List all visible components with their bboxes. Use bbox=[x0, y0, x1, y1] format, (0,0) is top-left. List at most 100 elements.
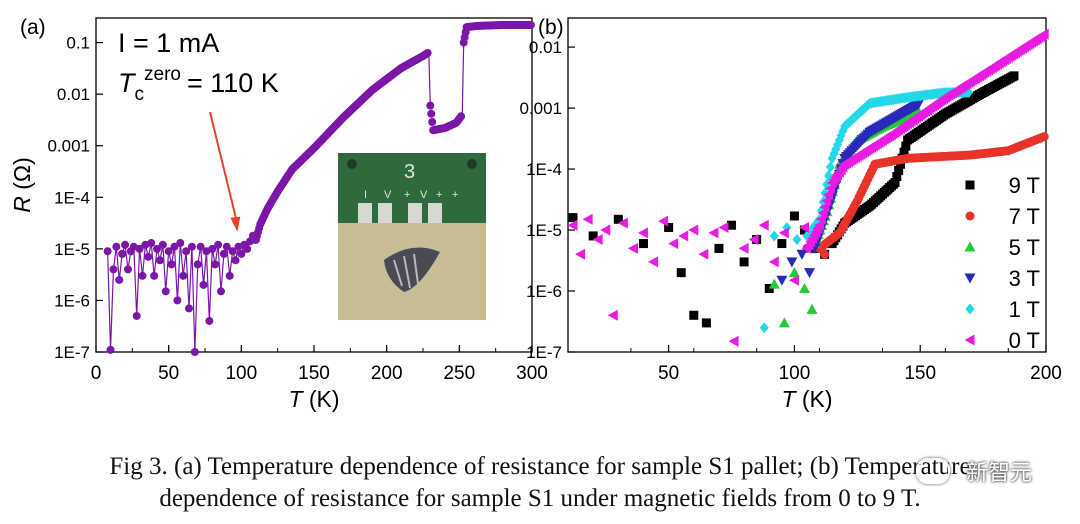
series-b-point bbox=[912, 99, 924, 110]
legend-label-1: 7 T bbox=[1009, 204, 1040, 229]
series-a-point bbox=[225, 271, 234, 280]
series-a-point bbox=[112, 242, 121, 251]
plot-frame-1 bbox=[567, 17, 1047, 353]
x-axis-label-0: T (K) bbox=[288, 386, 339, 412]
series-b-point bbox=[1039, 132, 1049, 142]
series-b-point bbox=[648, 256, 659, 268]
y-tick-label-0-6: 1E-7 bbox=[54, 343, 90, 362]
arrow-line bbox=[209, 111, 239, 225]
inset-board-label: V bbox=[384, 189, 392, 201]
arrow-head bbox=[230, 216, 241, 232]
x-tick-label-1-50: 50 bbox=[658, 363, 679, 384]
legend-label-2: 5 T bbox=[1009, 235, 1040, 260]
series-a-point bbox=[144, 252, 153, 261]
series-b-point bbox=[1038, 28, 1049, 40]
series-b-point bbox=[718, 222, 729, 234]
caption-line-2: dependence of resistance for sample S1 u… bbox=[159, 485, 921, 512]
series-b-point bbox=[698, 248, 709, 260]
series-b-point bbox=[798, 282, 810, 293]
series-b-point bbox=[890, 178, 900, 188]
legend-label-5: 0 T bbox=[1009, 328, 1040, 353]
series-b-point bbox=[617, 217, 628, 229]
y-tick-label-0-3: 1E-4 bbox=[54, 188, 90, 207]
series-b-point bbox=[788, 267, 800, 278]
series-a-point bbox=[205, 316, 214, 325]
series-b-point bbox=[823, 189, 834, 201]
y-tick-label-1-1: 0.001 bbox=[519, 99, 562, 118]
series-a-point bbox=[164, 247, 173, 256]
series-b-point bbox=[776, 275, 788, 286]
series-a-jump bbox=[461, 42, 465, 115]
y-tick-label-1-3: 1E-5 bbox=[526, 221, 562, 240]
series-a-point bbox=[182, 247, 191, 256]
x-tick-label-1-200: 200 bbox=[1030, 363, 1062, 384]
series-b-point bbox=[714, 243, 724, 253]
series-a-point bbox=[173, 296, 182, 305]
inset-pad-2 bbox=[378, 203, 392, 223]
panel-label-0: (a) bbox=[20, 16, 46, 39]
series-b-point bbox=[789, 211, 799, 221]
x-tick-label-0-150: 150 bbox=[298, 363, 330, 384]
series-b-point bbox=[1009, 71, 1019, 81]
series-a-point bbox=[153, 244, 162, 253]
series-b-point bbox=[627, 242, 638, 254]
series-a-point bbox=[222, 242, 231, 251]
series-b-point bbox=[778, 227, 789, 239]
y-tick-label-1-5: 1E-7 bbox=[526, 343, 562, 362]
series-b-point bbox=[688, 224, 699, 236]
series-a-point bbox=[170, 242, 179, 251]
series-b-point bbox=[759, 322, 769, 334]
series-a-point bbox=[132, 311, 141, 320]
y-tick-label-0-2: 0.001 bbox=[47, 137, 90, 156]
series-a-point bbox=[196, 242, 205, 251]
series-a-point bbox=[219, 249, 228, 258]
y-axis-label-a: R (Ω) bbox=[9, 157, 35, 213]
legend-marker-4 bbox=[965, 303, 975, 315]
series-b-point bbox=[600, 224, 611, 236]
series-b-point bbox=[768, 278, 780, 289]
series-a-point bbox=[150, 271, 159, 280]
wechat-logo-icon bbox=[916, 458, 950, 484]
inset-pad-1 bbox=[358, 203, 372, 223]
series-b-point bbox=[708, 227, 719, 239]
series-b-point bbox=[824, 183, 835, 195]
series-b-point bbox=[689, 310, 699, 320]
series-a-point bbox=[428, 118, 437, 127]
series-a-point bbox=[526, 20, 535, 29]
series-b-point bbox=[607, 309, 618, 321]
inset-board-label: + bbox=[452, 189, 458, 201]
series-a-point bbox=[121, 240, 130, 249]
series-a-point bbox=[109, 265, 118, 274]
series-b-point bbox=[727, 220, 737, 230]
series-a-point bbox=[426, 101, 435, 110]
legend-marker-1 bbox=[965, 211, 975, 221]
x-tick-label-0-200: 200 bbox=[371, 363, 403, 384]
series-b-point bbox=[664, 223, 674, 233]
x-tick-label-1-100: 100 bbox=[779, 363, 811, 384]
x-tick-label-0-50: 50 bbox=[158, 363, 179, 384]
x-tick-label-1-150: 150 bbox=[904, 363, 936, 384]
inset-hole-1 bbox=[347, 159, 357, 169]
x-tick-label-0-0: 0 bbox=[91, 363, 102, 384]
series-a-point bbox=[155, 256, 164, 265]
series-b-point bbox=[738, 242, 749, 254]
series-a-point bbox=[457, 112, 466, 121]
series-b-point bbox=[815, 213, 826, 225]
series-a-point bbox=[199, 280, 208, 289]
series-b-point bbox=[582, 213, 593, 225]
series-a-point bbox=[147, 238, 156, 247]
annotation-tc: Tczero = 110 K bbox=[118, 64, 279, 105]
y-tick-label-0-5: 1E-6 bbox=[54, 291, 90, 310]
series-a-point bbox=[123, 265, 132, 274]
series-a-point bbox=[216, 287, 225, 296]
y-tick-label-0-0: 0.1 bbox=[66, 34, 90, 53]
inset-hole-2 bbox=[467, 159, 477, 169]
series-b-point bbox=[838, 125, 848, 137]
series-b-point bbox=[892, 171, 902, 181]
series-b-point bbox=[638, 239, 648, 249]
series-b-point bbox=[728, 335, 739, 347]
series-b-point bbox=[678, 230, 689, 242]
inset-pad-3 bbox=[408, 203, 422, 223]
series-b-point bbox=[899, 147, 909, 157]
legend-label-3: 3 T bbox=[1009, 266, 1040, 291]
